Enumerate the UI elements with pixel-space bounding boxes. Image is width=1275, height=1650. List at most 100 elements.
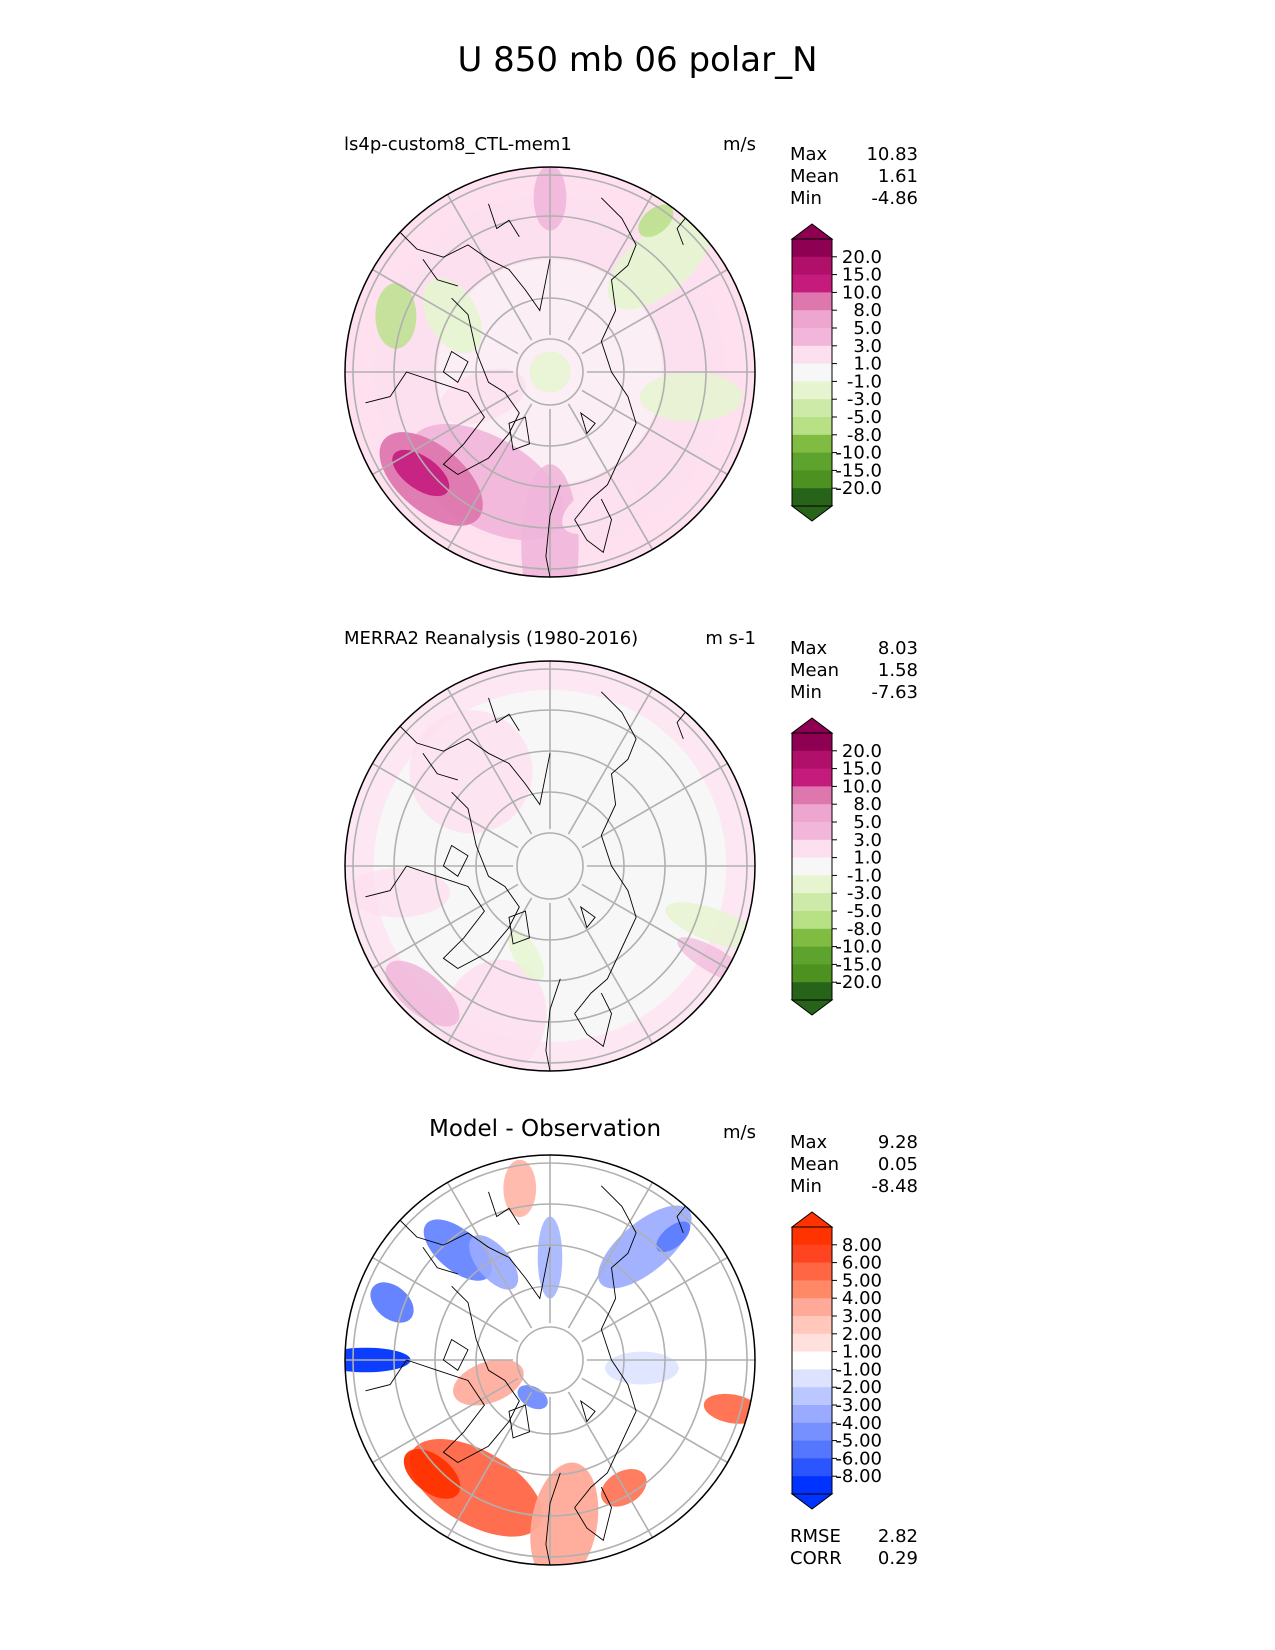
colorbar-extend-max	[790, 1211, 834, 1228]
colorbar-segment	[792, 982, 832, 1001]
colorbar-segment	[792, 1316, 832, 1335]
stat-min-row: Min -8.48	[790, 1176, 918, 1198]
panel-3-title: Model - Observation	[429, 1116, 662, 1142]
panel-2-stats: Max 8.03 Mean 1.58 Min -7.63	[790, 638, 918, 704]
field-contour-blob	[598, 1205, 692, 1289]
longitude-gridline	[581, 1377, 737, 1469]
panel-3-units: m/s	[723, 1122, 756, 1143]
colorbar-segment	[792, 768, 832, 787]
colorbar-segment	[792, 893, 832, 912]
colorbar-tick-label: 6.00	[842, 1253, 882, 1274]
field-contour-blob	[347, 868, 450, 918]
longitude-gridline	[363, 1251, 519, 1343]
colorbar-segment	[792, 857, 832, 876]
coastline	[574, 498, 612, 554]
coastline	[574, 1185, 637, 1508]
colorbar-tick-label: 1.0	[853, 354, 882, 375]
colorbar-tick-label: -5.0	[847, 901, 882, 922]
longitude-gridline	[363, 1377, 519, 1469]
metric-value: 0.29	[877, 1548, 918, 1569]
colorbar-segment	[792, 274, 832, 293]
colorbar-segment	[792, 1422, 832, 1442]
coastline	[545, 978, 561, 1071]
longitude-gridline	[581, 883, 737, 975]
coastline	[508, 1404, 531, 1439]
colorbar-3: 8.006.005.004.003.002.001.00-1.00-2.00-3…	[790, 1211, 882, 1510]
stat-label: Mean	[790, 1154, 840, 1175]
colorbar-segment	[792, 1440, 832, 1459]
panel-1-stats: Max 10.83 Mean 1.61 Min -4.86	[790, 144, 918, 210]
map-panel-3	[344, 1154, 756, 1566]
field-contour-blob	[403, 1449, 461, 1499]
stat-value: -8.48	[871, 1176, 918, 1197]
stat-label: Max	[790, 638, 828, 659]
colorbar-tick-label: 5.0	[853, 318, 882, 339]
colorbar-segment	[792, 1476, 832, 1495]
figure-title: U 850 mb 06 polar_N	[457, 40, 818, 80]
stat-mean-row: Mean 1.61	[790, 166, 918, 188]
colorbar-segment	[792, 417, 832, 436]
colorbar-tick-label: -1.00	[835, 1359, 882, 1380]
colorbar-extend-max	[790, 223, 834, 240]
panel-1-units: m/s	[723, 134, 756, 155]
colorbar-tick-label: -5.00	[835, 1431, 882, 1452]
colorbar-segment	[792, 1227, 832, 1246]
stat-mean-row: Mean 0.05	[790, 1154, 918, 1176]
panel-2-units: m s-1	[705, 628, 756, 649]
colorbar-tick-label: -3.0	[847, 389, 882, 410]
stat-value: -7.63	[871, 682, 918, 703]
longitude-gridline	[567, 897, 659, 1053]
colorbar-extend-min	[790, 1493, 834, 1510]
colorbar-tick-label: 1.0	[853, 848, 882, 869]
colorbar-tick-label: -3.0	[847, 883, 882, 904]
colorbar-segment	[792, 1333, 832, 1353]
colorbar-tick-label: -10.0	[835, 443, 882, 464]
colorbar-segment	[792, 1262, 832, 1281]
colorbar-segment	[792, 363, 832, 382]
stat-value: 0.05	[877, 1154, 918, 1175]
map-boundary	[344, 660, 756, 1072]
colorbar-tick-label: 20.0	[842, 247, 882, 268]
coastline	[395, 722, 551, 806]
colorbar-segment	[792, 434, 832, 454]
colorbar-segment	[792, 470, 832, 489]
longitude-gridline	[581, 389, 737, 481]
colorbar-segment	[792, 310, 832, 329]
field-contour-blob	[607, 217, 710, 310]
longitude-gridline	[363, 883, 519, 975]
field-contour-blob	[441, 959, 547, 1071]
colorbar-segment	[792, 1369, 832, 1388]
coastline	[442, 350, 469, 383]
colorbar-segment	[792, 1244, 832, 1264]
stat-label: Mean	[790, 166, 840, 187]
colorbar-tick-label: -1.0	[847, 865, 882, 886]
stat-label: Max	[790, 144, 828, 165]
coastline	[442, 1338, 469, 1371]
field-contour-blob	[638, 204, 674, 238]
field-contour-blob	[439, 368, 526, 425]
colorbar-tick-label: -2.00	[835, 1377, 882, 1398]
longitude-gridline	[441, 1173, 533, 1329]
coastline	[422, 1247, 458, 1275]
stat-label: Mean	[790, 660, 840, 681]
map-boundary	[344, 166, 756, 578]
stat-value: 9.28	[877, 1132, 918, 1153]
colorbar-tick-label: 10.0	[842, 776, 882, 797]
panel-1-title: ls4p-custom8_CTL-mem1	[344, 134, 572, 155]
stat-label: Min	[790, 682, 822, 703]
metric-label: RMSE	[790, 1526, 841, 1547]
colorbar-frame	[791, 238, 833, 507]
latitude-gridline	[516, 1326, 584, 1394]
colorbar-tick-label: -8.0	[847, 919, 882, 940]
colorbar-segment	[792, 786, 832, 805]
coastline	[579, 1399, 596, 1423]
colorbar-tick-label: -8.00	[835, 1466, 882, 1487]
colorbar-segment	[792, 733, 832, 752]
longitude-gridline	[363, 389, 519, 481]
stat-value: 1.61	[877, 166, 918, 187]
colorbar-segment	[792, 239, 832, 258]
coastline	[574, 992, 612, 1048]
longitude-gridline	[567, 403, 659, 559]
coastline	[395, 1216, 551, 1300]
colorbar-tick-label: -1.0	[847, 371, 882, 392]
